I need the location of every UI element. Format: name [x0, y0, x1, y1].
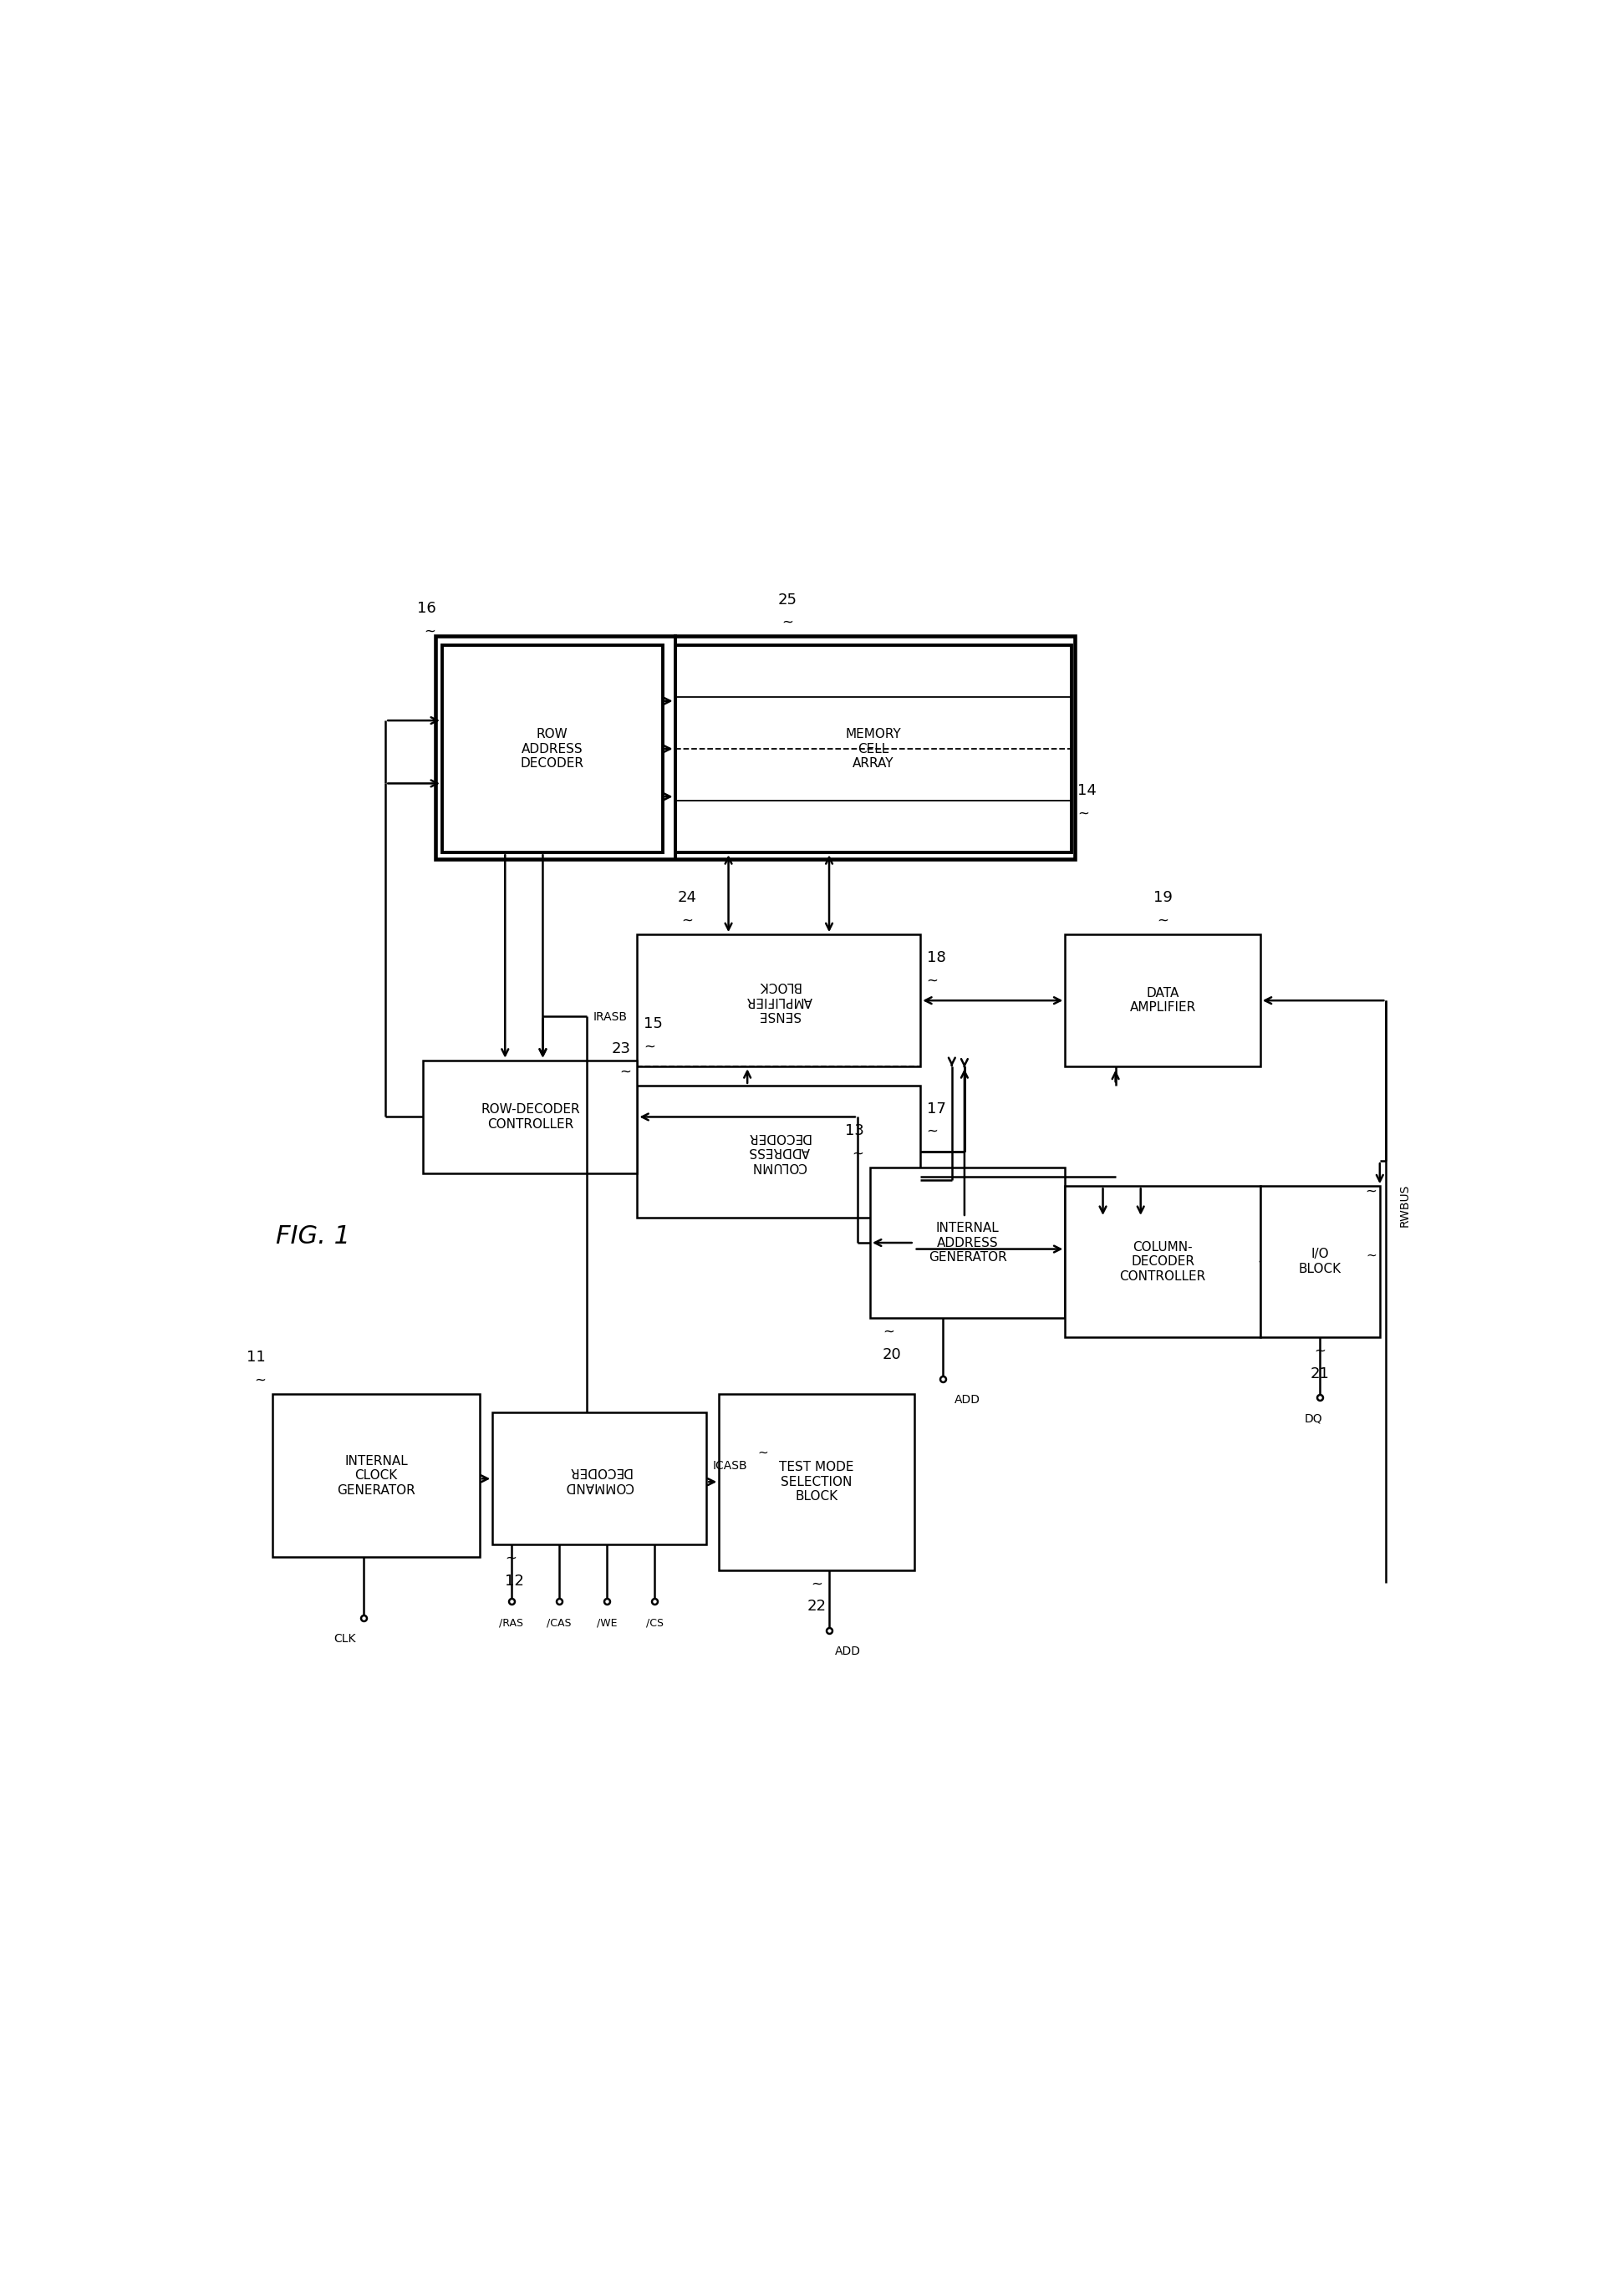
Text: ~: ~	[1366, 1185, 1377, 1198]
Text: 25: 25	[778, 591, 797, 607]
Text: ~: ~	[505, 1551, 516, 1567]
Text: ~: ~	[1156, 914, 1169, 928]
Text: COMMAND
DECODER: COMMAND DECODER	[565, 1464, 633, 1492]
Bar	[637, 935, 921, 1067]
Text: ~: ~	[883, 1323, 895, 1339]
Text: 20: 20	[883, 1346, 901, 1362]
Bar	[424, 1060, 637, 1173]
Text: 24: 24	[677, 891, 697, 905]
Text: INTERNAL
CLOCK
GENERATOR: INTERNAL CLOCK GENERATOR	[336, 1455, 416, 1496]
Text: ~: ~	[781, 614, 793, 630]
Text: I/O
BLOCK: I/O BLOCK	[1299, 1248, 1341, 1276]
Text: TEST MODE
SELECTION
BLOCK: TEST MODE SELECTION BLOCK	[780, 1462, 854, 1503]
Bar	[1260, 1187, 1380, 1337]
Text: /CAS: /CAS	[547, 1617, 572, 1628]
Text: 19: 19	[1153, 891, 1173, 905]
Text: DQ: DQ	[1304, 1412, 1324, 1424]
Text: 11: 11	[247, 1351, 266, 1364]
Bar	[676, 646, 1072, 853]
Text: 22: 22	[807, 1599, 827, 1615]
Text: 17: 17	[927, 1101, 945, 1117]
Text: ~: ~	[1366, 1248, 1376, 1262]
Text: 18: 18	[927, 951, 945, 964]
Text: 16: 16	[417, 600, 435, 616]
Text: ADD: ADD	[955, 1394, 981, 1405]
Text: ADD: ADD	[835, 1646, 861, 1658]
Bar	[870, 1167, 1065, 1319]
Text: ROW
ADDRESS
DECODER: ROW ADDRESS DECODER	[521, 728, 585, 769]
Text: 13: 13	[844, 1123, 864, 1139]
Bar	[273, 1394, 481, 1558]
Text: FIG. 1: FIG. 1	[276, 1223, 351, 1248]
Text: ICASB: ICASB	[713, 1460, 747, 1471]
Bar	[1065, 1187, 1260, 1337]
Text: /WE: /WE	[596, 1617, 617, 1628]
Text: MEMORY
CELL
ARRAY: MEMORY CELL ARRAY	[846, 728, 901, 769]
Text: SENSE
AMPLIFIER
BLOCK: SENSE AMPLIFIER BLOCK	[745, 980, 812, 1021]
Text: ROW-DECODER
CONTROLLER: ROW-DECODER CONTROLLER	[481, 1103, 580, 1130]
Bar	[637, 1085, 921, 1217]
Text: ~: ~	[810, 1576, 822, 1592]
Text: 12: 12	[505, 1574, 525, 1590]
Text: ~: ~	[424, 623, 435, 639]
Text: DATA
AMPLIFIER: DATA AMPLIFIER	[1130, 987, 1195, 1014]
Bar	[719, 1394, 914, 1569]
Bar	[492, 1412, 706, 1544]
Text: 15: 15	[643, 1016, 663, 1032]
Text: RWBUS: RWBUS	[1398, 1182, 1410, 1226]
Text: 21: 21	[1311, 1367, 1330, 1380]
Text: IRASB: IRASB	[593, 1012, 627, 1023]
Text: ~: ~	[619, 1064, 630, 1080]
Text: COLUMN-
DECODER
CONTROLLER: COLUMN- DECODER CONTROLLER	[1119, 1242, 1207, 1283]
Bar	[435, 637, 1075, 860]
Text: 14: 14	[1078, 785, 1096, 798]
Text: CLK: CLK	[333, 1633, 356, 1644]
Text: ~: ~	[1078, 805, 1090, 821]
Text: /RAS: /RAS	[499, 1617, 523, 1628]
Text: ~: ~	[682, 914, 693, 928]
Bar	[442, 646, 663, 853]
Text: ~: ~	[643, 1039, 654, 1053]
Text: ~: ~	[853, 1146, 864, 1162]
Text: ~: ~	[927, 973, 939, 987]
Text: INTERNAL
ADDRESS
GENERATOR: INTERNAL ADDRESS GENERATOR	[929, 1221, 1007, 1264]
Text: ~: ~	[758, 1446, 768, 1460]
Text: ~: ~	[1314, 1344, 1325, 1358]
Text: ~: ~	[927, 1123, 939, 1139]
Text: ~: ~	[255, 1373, 266, 1387]
Text: /CS: /CS	[646, 1617, 664, 1628]
Text: COLUMN
ADDRESS
DECODER: COLUMN ADDRESS DECODER	[747, 1130, 810, 1173]
Bar	[1065, 935, 1260, 1067]
Text: 23: 23	[612, 1041, 630, 1057]
